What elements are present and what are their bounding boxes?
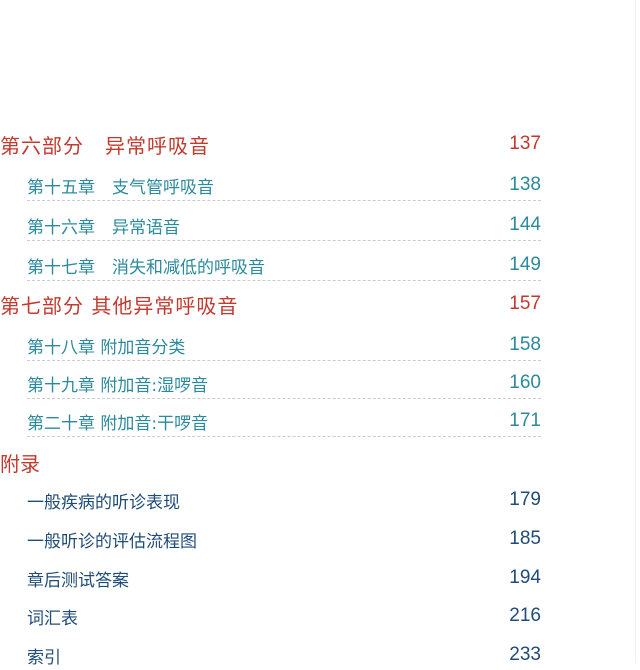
chapter-title: 第二十章 附加音:干啰音 xyxy=(27,413,209,434)
appendix-item-title: 一般听诊的评估流程图 xyxy=(27,531,197,552)
page-number: 185 xyxy=(509,528,541,549)
appendix-item-title: 索引 xyxy=(27,647,61,668)
toc-appendix-item[interactable]: 一般听诊的评估流程图 185 xyxy=(27,524,541,554)
toc-part-6[interactable]: 第六部分 异常呼吸音 137 xyxy=(0,129,541,159)
chapter-title: 第十七章 消失和减低的呼吸音 xyxy=(27,257,265,278)
chapter-title: 第十五章 支气管呼吸音 xyxy=(27,177,214,198)
page-number: 144 xyxy=(509,214,541,235)
page-number: 194 xyxy=(509,567,541,588)
toc-appendix-item[interactable]: 索引 233 xyxy=(27,640,541,670)
toc-chapter-16[interactable]: 第十六章 异常语音 144 xyxy=(27,210,541,241)
appendix-item-title: 一般疾病的听诊表现 xyxy=(27,492,180,513)
part-title: 第七部分 其他异常呼吸音 xyxy=(0,293,239,318)
page-number: 137 xyxy=(509,133,541,154)
toc-appendix-item[interactable]: 词汇表 216 xyxy=(27,601,541,631)
page-number: 138 xyxy=(509,174,541,195)
chapter-title: 第十九章 附加音:湿啰音 xyxy=(27,375,209,396)
toc-chapter-20[interactable]: 第二十章 附加音:干啰音 171 xyxy=(27,406,541,437)
toc-chapter-15[interactable]: 第十五章 支气管呼吸音 138 xyxy=(27,170,541,201)
page-number: 171 xyxy=(509,410,541,431)
toc-appendix-item[interactable]: 一般疾病的听诊表现 179 xyxy=(27,485,541,515)
toc-chapter-17[interactable]: 第十七章 消失和减低的呼吸音 149 xyxy=(27,250,541,281)
appendix-item-title: 章后测试答案 xyxy=(27,570,129,591)
page-number: 160 xyxy=(509,372,541,393)
page-edge xyxy=(635,0,636,663)
page-number: 157 xyxy=(509,293,541,314)
part-title: 第六部分 异常呼吸音 xyxy=(0,133,210,158)
appendix-item-title: 词汇表 xyxy=(27,608,78,629)
toc-chapter-18[interactable]: 第十八章 附加音分类 158 xyxy=(27,330,541,361)
toc-part-7[interactable]: 第七部分 其他异常呼吸音 157 xyxy=(0,289,541,319)
toc-appendix-item[interactable]: 章后测试答案 194 xyxy=(27,563,541,593)
page-number: 158 xyxy=(509,334,541,355)
page-number: 233 xyxy=(509,644,541,665)
page-number: 216 xyxy=(509,605,541,626)
chapter-title: 第十六章 异常语音 xyxy=(27,217,180,238)
page-number: 179 xyxy=(509,489,541,510)
page-number: 149 xyxy=(509,254,541,275)
appendix-title: 附录 xyxy=(0,451,40,476)
toc-chapter-19[interactable]: 第十九章 附加音:湿啰音 160 xyxy=(27,368,541,399)
toc-appendix-heading[interactable]: 附录 xyxy=(0,447,541,477)
chapter-title: 第十八章 附加音分类 xyxy=(27,337,186,358)
